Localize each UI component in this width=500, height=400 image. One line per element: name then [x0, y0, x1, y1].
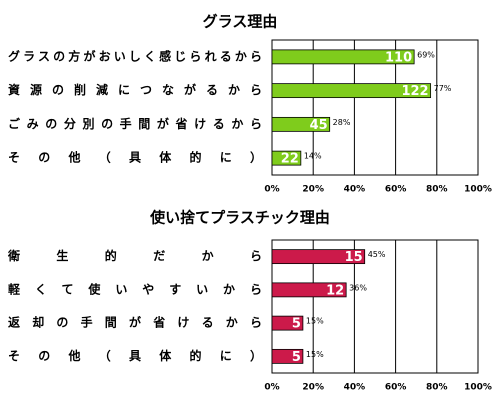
category-label: グラスの方がおいしく感じられるから — [8, 48, 262, 63]
count-label: 15 — [345, 250, 363, 265]
chart-title: グラス理由 — [203, 13, 278, 31]
x-tick-label: 100% — [464, 383, 492, 393]
value-label: 15% — [306, 317, 324, 326]
x-tick-label: 80% — [426, 383, 448, 393]
bar — [271, 49, 415, 65]
category-label: 衛生的だから — [7, 248, 262, 263]
bar — [271, 249, 366, 265]
category-label: 軽くて使いやすいから — [8, 281, 262, 296]
x-tick-label: 20% — [302, 185, 324, 195]
bar — [271, 116, 331, 132]
value-label: 77% — [434, 84, 452, 93]
bar — [271, 83, 432, 99]
x-tick-label: 40% — [344, 383, 366, 393]
count-label: 110 — [385, 50, 412, 65]
category-label: 資源の削減につながるから — [8, 82, 262, 97]
count-label: 12 — [326, 283, 344, 298]
value-label: 45% — [368, 250, 386, 259]
value-label: 69% — [417, 50, 435, 59]
bar — [271, 150, 302, 166]
count-label: 22 — [281, 152, 299, 167]
x-tick-label: 60% — [385, 383, 407, 393]
category-label: 返却の手間が省けるから — [8, 315, 262, 330]
value-label: 28% — [333, 118, 351, 127]
value-label: 14% — [304, 152, 322, 161]
bar — [271, 282, 347, 298]
category-label: その他（具体的に） — [8, 348, 262, 363]
count-label: 122 — [401, 84, 428, 99]
x-tick-label: 0% — [264, 383, 279, 393]
chart-title: 使い捨てプラスチック理由 — [149, 209, 330, 227]
bar — [271, 315, 304, 331]
x-tick-label: 60% — [385, 185, 407, 195]
x-tick-label: 40% — [344, 185, 366, 195]
category-label: ごみの分別の手間が省けるから — [8, 116, 262, 131]
x-tick-label: 20% — [302, 383, 324, 393]
bar — [271, 348, 304, 364]
x-tick-label: 80% — [426, 185, 448, 195]
x-tick-label: 100% — [464, 185, 492, 195]
x-tick-label: 0% — [264, 185, 279, 195]
category-label: その他（具体的に） — [8, 150, 262, 165]
value-label: 36% — [349, 283, 367, 292]
count-label: 5 — [292, 317, 301, 332]
count-label: 5 — [292, 350, 301, 365]
value-label: 15% — [306, 350, 324, 359]
count-label: 45 — [310, 118, 328, 133]
